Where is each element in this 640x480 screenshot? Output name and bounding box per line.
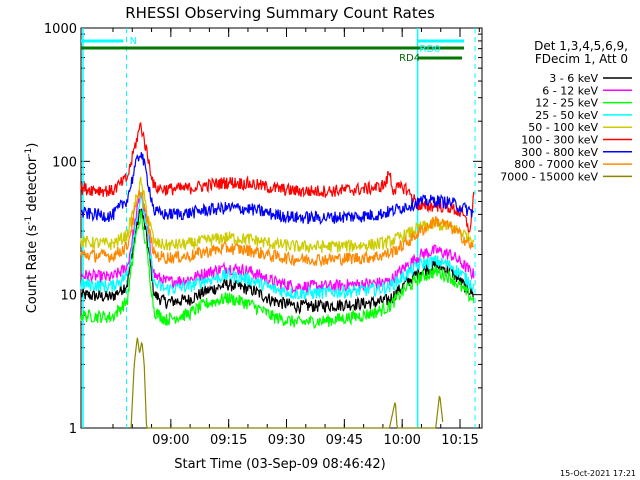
series-line-9 <box>130 337 444 429</box>
state-annotation: N <box>130 36 137 47</box>
y-axis-label-text: Count Rate (s-1 detector-1) <box>24 143 40 314</box>
y-axis-label: Count Rate (s-1 detector-1) <box>24 143 40 314</box>
series-line-5 <box>80 176 475 254</box>
y-tick-label: 10 <box>60 289 77 304</box>
series-line-1 <box>80 208 474 315</box>
legend-label: 50 - 100 keV <box>528 121 598 134</box>
legend-label: 7000 - 15000 keV <box>500 170 598 183</box>
state-annotation: RD0 <box>420 44 441 55</box>
x-tick-label: 10:00 <box>383 433 420 448</box>
legend-header: Det 1,3,4,5,6,9, <box>534 39 628 53</box>
legend-label: 12 - 25 keV <box>535 97 598 110</box>
state-annotation: RD4 <box>399 53 420 64</box>
x-axis-label: Start Time (03-Sep-09 08:46:42) <box>174 457 385 472</box>
legend-label: 100 - 300 keV <box>521 134 598 147</box>
y-tick-label: 1 <box>69 422 77 437</box>
legend-label: 6 - 12 keV <box>542 84 598 97</box>
footer-timestamp: 15-Oct-2021 17:21 <box>560 469 636 478</box>
series-line-8 <box>80 189 475 268</box>
series-line-3 <box>80 210 475 329</box>
legend-label: 300 - 800 keV <box>521 146 598 159</box>
series-line-7 <box>81 152 475 226</box>
legend: Det 1,3,4,5,6,9,FDecim 1, Att 0 3 - 6 keV… <box>500 39 632 183</box>
chart-title: RHESSI Observing Summary Count Rates <box>125 4 435 22</box>
x-tick-label: 09:00 <box>152 433 189 448</box>
y-tick-label: 100 <box>52 155 77 170</box>
y-tick-label: 1000 <box>44 22 77 37</box>
x-tick-label: 09:45 <box>326 433 363 448</box>
legend-label: 800 - 7000 keV <box>514 158 598 171</box>
series-line-6 <box>80 121 475 233</box>
x-tick-label: 09:30 <box>268 433 305 448</box>
plot-area: 1 10 100 1000 09:00 09:15 09:30 09:45 10:00 10:15… <box>44 22 483 448</box>
legend-label: 25 - 50 keV <box>535 109 598 122</box>
legend-label: 3 - 6 keV <box>549 72 598 85</box>
x-tick-label: 09:15 <box>210 433 247 448</box>
x-tick-label: 10:15 <box>441 433 478 448</box>
legend-header: FDecim 1, Att 0 <box>535 52 628 66</box>
